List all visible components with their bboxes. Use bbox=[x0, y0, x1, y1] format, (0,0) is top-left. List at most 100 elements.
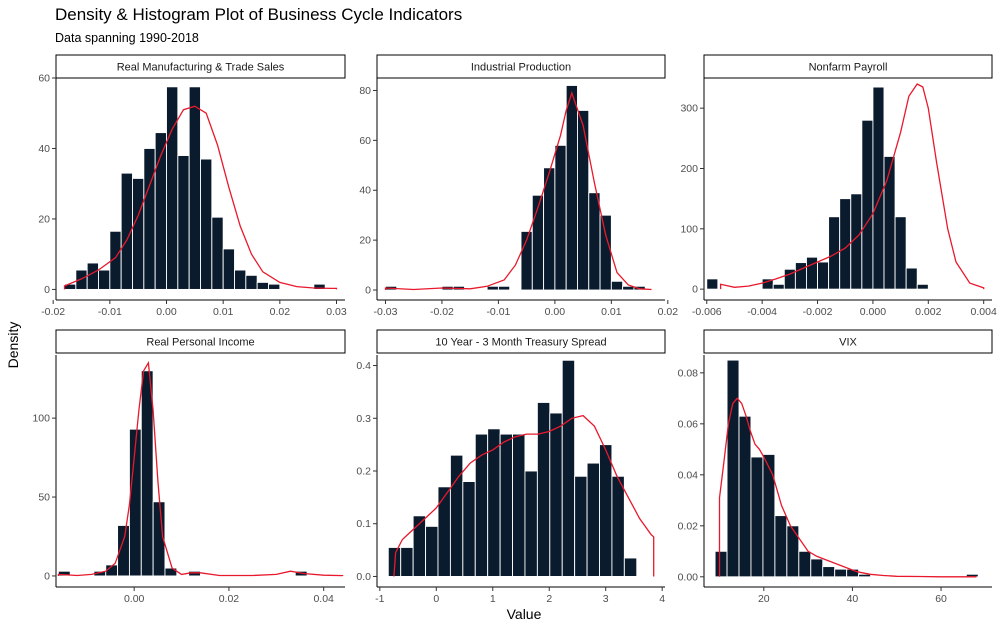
histogram-bar bbox=[774, 515, 788, 578]
histogram-bar bbox=[497, 285, 511, 291]
panel-strip-label: Real Manufacturing & Trade Sales bbox=[117, 62, 285, 74]
density-line bbox=[384, 90, 652, 291]
y-tick-label: 0.2 bbox=[356, 466, 371, 478]
histogram-bar bbox=[916, 283, 929, 290]
histogram-bar bbox=[412, 515, 427, 577]
histogram-bar bbox=[512, 433, 526, 577]
histogram-bar bbox=[858, 573, 872, 578]
histogram-bar bbox=[524, 470, 538, 577]
y-tick-label: 0.0 bbox=[356, 571, 371, 583]
x-tick-label: -0.004 bbox=[747, 306, 777, 318]
density-line bbox=[57, 360, 344, 577]
histogram-bar bbox=[846, 568, 860, 578]
histogram-bar bbox=[140, 370, 154, 577]
y-tick-label: 0.06 bbox=[678, 418, 699, 430]
y-tick-label: 0.08 bbox=[678, 367, 699, 379]
x-tick-label: -0.006 bbox=[692, 306, 722, 318]
x-tick-label: 3 bbox=[603, 593, 609, 605]
histogram-bar bbox=[574, 475, 588, 577]
y-tick-label: 60 bbox=[359, 135, 371, 147]
histogram-bar bbox=[462, 481, 476, 577]
x-tick-label: 1 bbox=[490, 593, 496, 605]
x-tick-label: -0.02 bbox=[430, 306, 454, 318]
y-tick-label: 100 bbox=[680, 223, 698, 235]
x-axis-label: Value bbox=[507, 606, 542, 622]
histogram-bar bbox=[177, 155, 190, 290]
panel: Nonfarm Payroll -0.006 -0.004 -0.002 0.000 0.… bbox=[680, 54, 997, 318]
histogram-bar bbox=[817, 261, 830, 290]
panel-strip-label: 10 Year - 3 Month Treasury Spread bbox=[435, 337, 606, 349]
panel: Industrial Production -0.03 -0.02 -0.01 0.00… bbox=[359, 54, 679, 318]
y-tick-label: 60 bbox=[38, 73, 50, 85]
x-tick-label: 0.004 bbox=[971, 306, 997, 318]
x-tick-label: 0.03 bbox=[326, 306, 347, 318]
x-tick-label: -1 bbox=[375, 593, 384, 605]
histogram-bar bbox=[565, 85, 578, 291]
y-tick-label: 20 bbox=[359, 235, 371, 247]
panel-strip bbox=[703, 54, 993, 79]
histogram-bar bbox=[188, 86, 201, 290]
histogram-bar bbox=[425, 525, 439, 577]
x-tick-label: 0.02 bbox=[219, 593, 240, 605]
x-tick-label: -0.02 bbox=[41, 306, 65, 318]
panel: Real Personal Income 0.00 0.02 0.04 0 50 100 bbox=[32, 329, 346, 605]
histogram-bar bbox=[75, 269, 88, 290]
x-tick-label: 0.02 bbox=[658, 306, 679, 318]
y-tick-label: 0.02 bbox=[678, 520, 699, 532]
panel-strip bbox=[376, 329, 666, 354]
y-tick-label: 0.04 bbox=[678, 469, 699, 481]
panel-strip bbox=[376, 54, 666, 79]
histogram-bar bbox=[143, 148, 156, 290]
histogram-bar bbox=[234, 269, 247, 290]
x-tick-label: 0.00 bbox=[545, 306, 566, 318]
y-tick-label: 100 bbox=[32, 413, 50, 425]
histogram-bar bbox=[586, 462, 600, 577]
y-tick-label: 0 bbox=[692, 284, 698, 296]
y-tick-label: 0 bbox=[44, 570, 50, 582]
histogram-bar bbox=[894, 216, 907, 290]
panel: VIX 20 40 60 0.00 0.02 0.04 0.06 0.08 bbox=[678, 329, 993, 605]
panel-strip-label: Real Personal Income bbox=[146, 337, 254, 349]
chart-title: Density & Histogram Plot of Business Cyc… bbox=[55, 5, 463, 24]
histogram-bar bbox=[400, 547, 414, 577]
x-tick-label: 2 bbox=[546, 593, 552, 605]
histogram-bar bbox=[861, 119, 874, 290]
histogram-bar bbox=[588, 192, 601, 291]
chart-subtitle: Data spanning 1990-2018 bbox=[55, 31, 199, 45]
x-tick-label: -0.01 bbox=[98, 306, 122, 318]
y-tick-label: 0 bbox=[365, 285, 371, 297]
x-tick-label: 0 bbox=[433, 593, 439, 605]
histogram-bar bbox=[822, 566, 836, 578]
histogram-bar bbox=[486, 285, 499, 291]
histogram-bar bbox=[188, 570, 201, 577]
y-axis-label: Density bbox=[5, 322, 21, 369]
histogram-bar bbox=[577, 109, 590, 291]
x-tick-label: 0.01 bbox=[213, 306, 234, 318]
y-tick-label: 0.4 bbox=[356, 360, 371, 372]
x-tick-label: 0.002 bbox=[915, 306, 941, 318]
histogram-bar bbox=[98, 269, 111, 290]
y-tick-label: 0 bbox=[44, 284, 50, 296]
histogram-bar bbox=[834, 568, 848, 578]
x-tick-label: 0.000 bbox=[860, 306, 886, 318]
x-tick-label: 0.00 bbox=[124, 593, 145, 605]
histogram-bar bbox=[554, 144, 567, 291]
histogram-bar bbox=[313, 283, 326, 290]
x-tick-label: -0.002 bbox=[803, 306, 833, 318]
panel: Real Manufacturing & Trade Sales -0.02 -0.… bbox=[38, 54, 347, 318]
histogram-bar bbox=[561, 359, 576, 577]
histogram-bar bbox=[872, 86, 885, 290]
histogram-bar bbox=[437, 486, 451, 577]
x-tick-label: -0.01 bbox=[486, 306, 510, 318]
histogram-bar bbox=[810, 558, 824, 578]
histogram-bar bbox=[883, 155, 896, 290]
histogram-bar bbox=[599, 444, 613, 577]
histogram-bar bbox=[786, 525, 800, 578]
x-tick-label: 0.00 bbox=[156, 306, 177, 318]
x-tick-label: -0.03 bbox=[374, 306, 398, 318]
histogram-bar bbox=[166, 86, 179, 290]
histogram-bar bbox=[86, 262, 99, 290]
histogram-bar bbox=[738, 415, 752, 578]
y-tick-label: 80 bbox=[359, 85, 371, 97]
density-line bbox=[719, 83, 985, 290]
